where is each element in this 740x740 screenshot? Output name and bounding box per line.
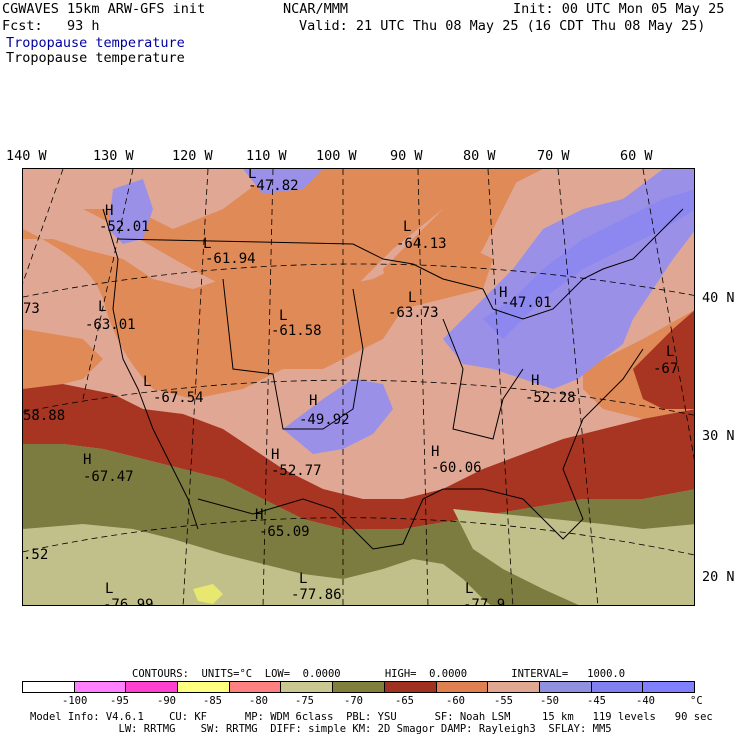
map-label-value: -64.13 [396, 236, 447, 252]
model-title: CGWAVES 15km ARW-GFS init [2, 1, 206, 17]
map-label-value: -61.58 [271, 323, 322, 339]
map-label-low: L [279, 308, 288, 324]
lon-label-100w: 100 W [316, 148, 357, 164]
map-label-high: H [271, 447, 280, 463]
map-label-value: -52.77 [271, 463, 322, 479]
forecast-hour: Fcst: 93 h [2, 18, 100, 34]
legend-swatch-12 [643, 682, 694, 692]
field-title: Tropopause temperature [6, 50, 185, 66]
map-label-value: -47.01 [501, 295, 552, 311]
map-label-value: .52 [23, 547, 49, 563]
legend-swatch-8 [436, 682, 489, 692]
legend-tick: -40 [636, 695, 655, 707]
map-label-high: H [105, 203, 114, 219]
legend-swatch-5 [281, 682, 334, 692]
map-label-value: -52.28 [525, 390, 576, 406]
model-info-line2: LW: RRTMG SW: RRTMG DIFF: simple KM: 2D … [30, 723, 612, 735]
contours-info: CONTOURS: UNITS=°C LOW= 0.0000 HIGH= 0.0… [132, 668, 626, 680]
legend-swatch-6 [333, 682, 385, 692]
lat-label-20n: 20 N [702, 569, 735, 585]
legend-swatch-0 [23, 682, 75, 692]
map-label-low: L [143, 374, 152, 390]
legend-unit: °C [690, 695, 703, 707]
map-label-value: -65.09 [259, 524, 310, 540]
legend-swatch-9 [488, 682, 540, 692]
map-label-low: L [403, 219, 412, 235]
legend-tick: -65 [395, 695, 414, 707]
map-label-low: L [98, 299, 107, 315]
legend-swatch-10 [539, 682, 592, 692]
map-label-value: -67.54 [153, 390, 204, 406]
legend-tick: -70 [344, 695, 363, 707]
map-label-value: -67.47 [83, 469, 134, 485]
legend-swatch-7 [384, 682, 437, 692]
map-label-value: -52.01 [99, 219, 150, 235]
lon-label-60w: 60 W [620, 148, 653, 164]
legend-tick: -45 [587, 695, 606, 707]
organization-label: NCAR/MMM [283, 1, 349, 17]
lat-label-40n: 40 N [702, 290, 735, 306]
legend-tick: -95 [110, 695, 129, 707]
legend-swatch-1 [74, 682, 127, 692]
map-label-value: 73 [23, 301, 40, 317]
map-panel: L -47.82 H -52.01 L -64.13 L -61.94 L -6… [22, 168, 695, 606]
legend-swatch-3 [178, 682, 230, 692]
model-info-line1: Model Info: V4.6.1 CU: KF MP: WDM 6class… [30, 711, 713, 723]
init-time: Init: 00 UTC Mon 05 May 25 [513, 1, 725, 17]
map-label-low: L [408, 290, 417, 306]
valid-time: Valid: 21 UTC Thu 08 May 25 (16 CDT Thu … [299, 18, 706, 34]
lat-label-30n: 30 N [702, 428, 735, 444]
lon-label-130w: 130 W [93, 148, 134, 164]
color-legend-bar [22, 681, 695, 693]
map-label-low: L [203, 236, 212, 252]
legend-tick: -85 [203, 695, 222, 707]
lon-label-110w: 110 W [246, 148, 287, 164]
legend-tick: -90 [157, 695, 176, 707]
map-label-value: -61.94 [205, 251, 256, 267]
legend-tick: -60 [446, 695, 465, 707]
map-label-low: L [105, 581, 114, 597]
map-label-low: L [299, 571, 308, 587]
lon-label-80w: 80 W [463, 148, 496, 164]
map-label-high: H [431, 444, 440, 460]
map-label-value: -63.01 [85, 317, 136, 333]
map-label-high: H [531, 373, 540, 389]
legend-swatch-11 [591, 682, 644, 692]
map-label-value: -63.73 [388, 305, 439, 321]
legend-tick: -75 [295, 695, 314, 707]
map-label-low: L [465, 581, 474, 597]
legend-swatch-2 [126, 682, 179, 692]
map-label-value: -67 [653, 361, 679, 377]
map-label-value: -76.99 [103, 597, 154, 606]
map-label-low: L [666, 344, 675, 360]
legend-tick: -80 [249, 695, 268, 707]
map-label-value: -49.92 [299, 412, 350, 428]
lon-label-90w: 90 W [390, 148, 423, 164]
legend-tick: -50 [540, 695, 559, 707]
map-label-low: L [248, 168, 257, 182]
map-label-value: -77.9 [463, 597, 506, 606]
map-label-high: H [83, 452, 92, 468]
field-title-blue: Tropopause temperature [6, 35, 185, 51]
tropopause-temperature-field [23, 169, 694, 605]
lon-label-120w: 120 W [172, 148, 213, 164]
lon-label-70w: 70 W [537, 148, 570, 164]
legend-tick: -55 [494, 695, 513, 707]
map-label-value: -77.86 [291, 587, 342, 603]
lon-label-140w: 140 W [6, 148, 47, 164]
map-label-value: -47.82 [248, 178, 299, 194]
map-label-high: H [309, 393, 318, 409]
map-label-high: H [499, 285, 508, 301]
map-label-value: 58.88 [23, 408, 66, 424]
map-label-high: H [255, 507, 264, 523]
legend-swatch-4 [229, 682, 282, 692]
map-label-value: -60.06 [431, 460, 482, 476]
legend-tick: -100 [62, 695, 88, 707]
